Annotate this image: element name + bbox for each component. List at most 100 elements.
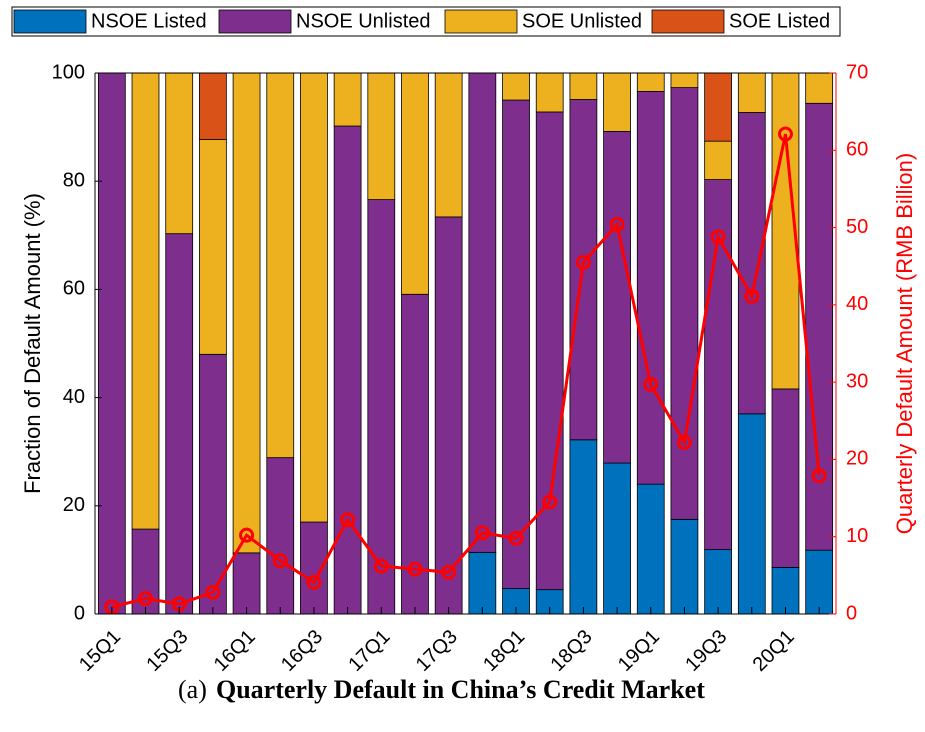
x-tick-label: 18Q3	[546, 626, 596, 676]
bar-segment	[670, 87, 699, 520]
x-tick-label: 19Q1	[614, 626, 664, 676]
bar-segment	[771, 388, 800, 568]
y2-tick-label: 40	[846, 293, 868, 315]
bar-segment	[333, 72, 362, 127]
bar-segment	[199, 72, 227, 140]
line-marker	[575, 254, 591, 270]
line-marker	[272, 553, 288, 569]
line-marker	[474, 525, 490, 541]
bar-segment	[636, 90, 665, 485]
x-tick-label: 18Q1	[479, 626, 529, 676]
line	[111, 133, 821, 609]
caption: Quarterly Default in China’s Credit Mark…	[216, 675, 705, 704]
bar-segment	[434, 216, 463, 615]
bar-segment	[569, 439, 598, 615]
legend-swatch	[651, 9, 725, 34]
line-marker	[138, 591, 154, 607]
bar-segment	[737, 72, 766, 113]
bar-segment	[468, 72, 497, 553]
bar-segment	[165, 72, 194, 235]
bar-segment	[670, 72, 699, 89]
bar-segment	[603, 131, 631, 464]
x-tick-label: 17Q3	[412, 626, 462, 676]
line-marker	[508, 530, 524, 546]
line-marker	[407, 561, 423, 577]
bar-segment	[232, 72, 261, 554]
line-marker	[340, 512, 356, 528]
y2-tick-label: 30	[846, 370, 868, 392]
y-tick-label: 60	[63, 278, 85, 300]
line-marker	[676, 434, 692, 450]
y-axis-label: Fraction of Default Amount (%)	[20, 193, 45, 494]
bar-segment	[434, 72, 463, 218]
bar-segment	[603, 462, 631, 615]
bar-segment	[300, 521, 328, 615]
bar-segment	[266, 72, 295, 459]
y2-tick-label: 50	[846, 216, 868, 238]
bar-segment	[805, 72, 834, 104]
bar-segment	[704, 140, 732, 180]
line-marker	[609, 216, 625, 232]
line-marker	[744, 288, 760, 304]
x-tick-label: 19Q3	[681, 626, 731, 676]
y-tick-label: 20	[63, 494, 85, 516]
x-tick-label: 15Q1	[75, 626, 125, 676]
line-marker	[811, 468, 827, 484]
y2-tick-label: 20	[846, 448, 868, 470]
y2-tick-label: 10	[846, 525, 868, 547]
y2-tick-label: 60	[846, 139, 868, 161]
bar-segment	[737, 112, 766, 415]
y2-axis-label: Quarterly Default Amount (RMB Billion)	[892, 153, 917, 534]
x-tick-label: 16Q3	[277, 626, 327, 676]
x-tick-label: 16Q1	[210, 626, 260, 676]
x-tick-label: 15Q3	[142, 626, 192, 676]
line-marker	[710, 229, 726, 245]
line-marker	[239, 527, 255, 543]
x-tick-label: 17Q1	[344, 626, 394, 676]
legend-label: NSOE Listed	[91, 10, 207, 32]
y2-tick-label: 70	[846, 61, 868, 83]
line-marker	[441, 564, 457, 580]
line-marker	[205, 584, 221, 600]
y-tick-label: 100	[52, 61, 85, 83]
legend-label: SOE Unlisted	[522, 10, 642, 32]
line-marker	[643, 376, 659, 392]
bar-segment	[333, 125, 362, 615]
bar-segment	[232, 552, 261, 615]
bar-segment	[704, 72, 732, 142]
bar-segment	[535, 72, 564, 113]
line-marker	[542, 494, 558, 510]
bar-segment	[401, 293, 429, 615]
bar-segment	[603, 72, 631, 132]
bar-segment	[468, 551, 497, 615]
bar-segment	[131, 72, 160, 530]
line-marker	[777, 126, 793, 142]
bar-segment	[300, 72, 328, 523]
line-marker	[373, 558, 389, 574]
bar-segment	[737, 413, 766, 615]
x-tick-label: 20Q1	[749, 626, 799, 676]
line-marker	[306, 574, 322, 590]
bar-segment	[502, 72, 530, 101]
legend-label: NSOE Unlisted	[296, 10, 431, 32]
bar-segment	[266, 457, 295, 615]
bar-segment	[569, 72, 598, 100]
bar-segment	[165, 233, 194, 615]
legend-swatch	[218, 9, 292, 34]
y-tick-label: 40	[63, 386, 85, 408]
bar-segment	[199, 139, 227, 355]
bar-segment	[367, 72, 396, 200]
y-tick-label: 80	[63, 169, 85, 191]
y-tick-label: 0	[74, 602, 85, 624]
bar-segment	[636, 483, 665, 615]
bar-segment	[502, 99, 530, 589]
bar-segment	[670, 518, 699, 615]
legend-label: SOE Listed	[729, 10, 830, 32]
bar-segment	[805, 549, 834, 615]
bar-segment	[535, 111, 564, 591]
bar-segment	[367, 199, 396, 615]
legend-swatch	[444, 9, 518, 34]
caption-label: (a)	[178, 675, 207, 704]
bar-segment	[97, 72, 126, 615]
